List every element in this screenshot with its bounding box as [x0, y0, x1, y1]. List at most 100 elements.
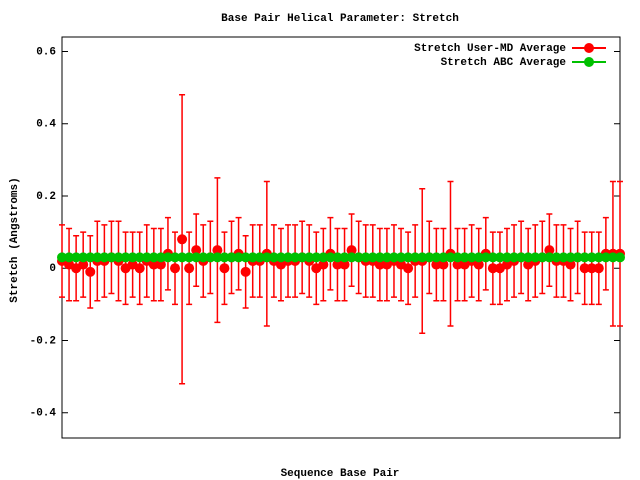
data-point	[325, 252, 336, 263]
data-point	[586, 263, 597, 274]
data-point	[374, 259, 385, 270]
data-point	[403, 263, 414, 274]
data-point	[318, 259, 329, 270]
data-point	[579, 263, 590, 274]
data-point	[120, 252, 131, 263]
y-axis-label: Stretch (Angstroms)	[9, 177, 21, 302]
data-point	[367, 252, 378, 263]
data-point	[198, 252, 209, 263]
data-point	[155, 252, 166, 263]
data-point	[501, 252, 512, 263]
data-point	[155, 259, 166, 270]
data-point	[438, 259, 449, 270]
data-point	[92, 252, 103, 263]
data-point	[431, 252, 442, 263]
data-point	[593, 263, 604, 274]
data-point	[261, 252, 272, 263]
data-point	[593, 252, 604, 263]
data-point	[78, 252, 89, 263]
data-point	[558, 252, 569, 263]
legend-marker	[584, 57, 594, 67]
y-tick-label: 0.2	[36, 191, 56, 203]
data-point	[268, 252, 279, 263]
data-point	[297, 252, 308, 263]
data-point	[99, 252, 110, 263]
data-point	[431, 259, 442, 270]
data-point	[240, 266, 251, 277]
data-point	[226, 252, 237, 263]
data-point	[134, 263, 145, 274]
y-tick-label: 0	[49, 263, 56, 275]
data-point	[162, 252, 173, 263]
data-point	[64, 252, 75, 263]
data-point	[396, 252, 407, 263]
data-point	[516, 252, 527, 263]
data-point	[480, 252, 491, 263]
data-point	[445, 252, 456, 263]
data-point	[360, 252, 371, 263]
data-point	[332, 252, 343, 263]
chart-title: Base Pair Helical Parameter: Stretch	[221, 13, 459, 25]
y-tick-label: -0.4	[30, 408, 57, 420]
data-point	[233, 252, 244, 263]
legend-label: Stretch User-MD Average	[414, 43, 566, 55]
data-point	[254, 252, 265, 263]
data-point	[417, 252, 428, 263]
data-point	[572, 252, 583, 263]
plot-frame	[61, 36, 621, 439]
data-point	[466, 252, 477, 263]
data-point	[184, 263, 195, 274]
data-point	[283, 252, 294, 263]
data-point	[219, 263, 230, 274]
data-point	[191, 245, 202, 256]
data-point	[473, 259, 484, 270]
data-point	[452, 252, 463, 263]
data-point	[339, 252, 350, 263]
data-point	[565, 252, 576, 263]
data-point	[106, 252, 117, 263]
data-point	[537, 252, 548, 263]
data-point	[530, 252, 541, 263]
data-point	[494, 252, 505, 263]
legend-label: Stretch ABC Average	[441, 57, 567, 69]
data-point	[275, 252, 286, 263]
data-point	[615, 252, 625, 263]
data-point	[509, 252, 520, 263]
data-point	[170, 252, 181, 263]
data-point	[544, 252, 555, 263]
data-point	[374, 252, 385, 263]
data-point	[148, 259, 159, 270]
y-tick-label: 0.4	[36, 119, 56, 131]
data-point	[410, 252, 421, 263]
data-point	[127, 252, 138, 263]
data-point	[212, 252, 223, 263]
data-point	[113, 252, 124, 263]
data-point	[346, 252, 357, 263]
data-point	[579, 252, 590, 263]
data-point	[205, 252, 216, 263]
data-point	[403, 252, 414, 263]
data-point	[148, 252, 159, 263]
data-point	[487, 263, 498, 274]
data-point	[240, 252, 251, 263]
data-point	[339, 259, 350, 270]
data-point	[381, 252, 392, 263]
data-point	[290, 252, 301, 263]
data-point	[600, 252, 611, 263]
data-point	[311, 252, 322, 263]
data-point	[473, 252, 484, 263]
data-point	[85, 266, 96, 277]
data-point	[586, 252, 597, 263]
data-point	[459, 252, 470, 263]
data-point	[212, 245, 223, 256]
data-point	[544, 245, 555, 256]
legend-marker	[584, 43, 594, 53]
data-point	[247, 252, 258, 263]
data-point	[304, 252, 315, 263]
data-point	[177, 234, 188, 245]
data-point	[184, 252, 195, 263]
data-point	[353, 252, 364, 263]
data-point	[565, 259, 576, 270]
data-point	[318, 252, 329, 263]
